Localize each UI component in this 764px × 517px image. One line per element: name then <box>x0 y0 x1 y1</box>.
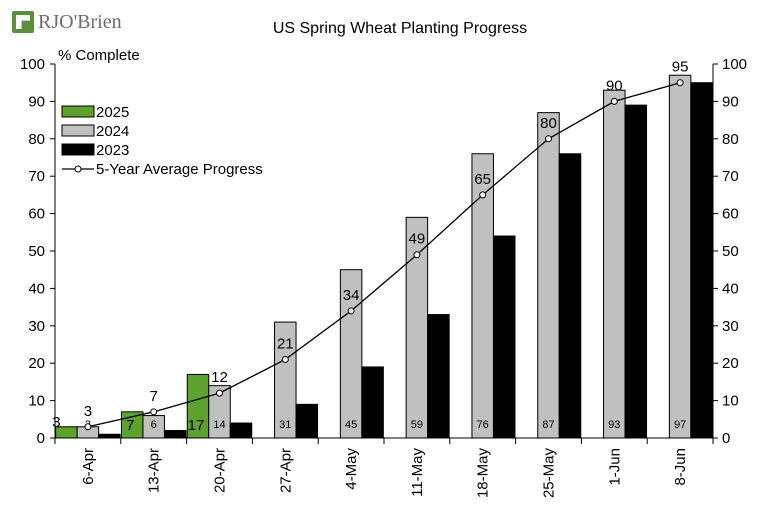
line-point-5-year-average <box>610 97 618 105</box>
x-tick-label: 1-Jun <box>606 448 623 486</box>
data-label-5-year-average: 80 <box>540 115 557 132</box>
y-axis-label: % Complete <box>58 47 140 64</box>
bar-2024 <box>537 112 560 439</box>
bar-2024 <box>339 269 363 439</box>
line-point-5-year-average <box>84 423 92 431</box>
bar-2023 <box>690 82 713 439</box>
y-tick-label-right: 100 <box>722 56 747 73</box>
line-point-5-year-average <box>545 135 552 143</box>
data-label-2024: 45 <box>345 419 357 431</box>
data-label-2024: 6 <box>151 419 157 431</box>
data-label-2024: 14 <box>213 419 225 431</box>
x-tick-label: 20-Apr <box>212 448 229 493</box>
line-point-5-year-average <box>479 191 487 199</box>
y-tick-label-right: 30 <box>722 318 739 335</box>
bar-2023 <box>361 366 384 439</box>
data-label-2025: 17 <box>188 417 205 434</box>
x-tick-label: 11-May <box>409 448 426 497</box>
x-tick-label: 18-May <box>475 448 492 499</box>
data-label-2024: 93 <box>608 419 620 431</box>
chart-title: US Spring Wheat Planting Progress <box>272 20 528 37</box>
y-tick-label-right: 50 <box>722 243 739 260</box>
bar-2024 <box>208 385 231 439</box>
line-point-5-year-average <box>150 408 158 416</box>
data-label-2025: 7 <box>126 417 134 434</box>
bar-2024 <box>142 415 165 439</box>
legend-label: 2025 <box>96 104 129 121</box>
bar-2023 <box>163 430 187 439</box>
data-label-5-year-average: 21 <box>277 335 294 352</box>
y-tick-label-left: 20 <box>28 355 45 372</box>
x-tick-label: 8-Jun <box>672 448 689 486</box>
y-tick-label-left: 50 <box>28 243 45 260</box>
y-tick-label-right: 80 <box>722 131 739 148</box>
y-tick-label-left: 0 <box>37 430 45 447</box>
bar-2024 <box>405 216 429 439</box>
legend-label: 2023 <box>96 142 129 159</box>
x-tick-label: 4-May <box>343 448 360 490</box>
data-label-5-year-average: 12 <box>211 369 228 386</box>
data-label-2024: 76 <box>477 419 489 431</box>
bar-2023 <box>624 104 648 439</box>
data-label-5-year-average: 34 <box>343 287 360 304</box>
legend-swatch-2025 <box>61 105 95 118</box>
x-tick-label: 27-Apr <box>277 448 294 493</box>
bar-2023 <box>229 422 253 439</box>
y-tick-label-right: 10 <box>722 393 739 410</box>
line-point-5-year-average <box>676 79 684 87</box>
y-tick-label-right: 0 <box>722 430 730 447</box>
bar-2024 <box>603 89 626 439</box>
y-tick-label-left: 30 <box>28 318 45 335</box>
legend-label: 5-Year Average Progress <box>96 161 263 178</box>
bar-2023 <box>295 403 319 439</box>
data-label-5-year-average: 65 <box>474 171 491 188</box>
y-tick-label-right: 70 <box>722 168 739 185</box>
legend-swatch-2024 <box>61 124 95 137</box>
data-label-2025: 3 <box>52 414 60 431</box>
x-tick-label: 6-Apr <box>80 448 97 485</box>
y-tick-label-left: 100 <box>20 56 45 73</box>
legend-marker-5-year-average <box>74 165 82 173</box>
data-label-2024: 59 <box>411 419 423 431</box>
x-tick-label: 13-Apr <box>146 448 163 493</box>
line-5-year-average <box>87 82 681 428</box>
data-label-2024: 97 <box>674 419 686 431</box>
y-tick-label-left: 10 <box>28 393 45 410</box>
company-logo: RJO'Brien <box>12 10 132 36</box>
bar-2023 <box>98 433 121 439</box>
y-tick-label-left: 70 <box>28 168 45 185</box>
data-label-5-year-average: 7 <box>150 388 158 405</box>
logo-mark-icon <box>12 11 34 33</box>
y-tick-label-left: 60 <box>28 206 45 223</box>
data-label-5-year-average: 3 <box>84 403 92 420</box>
y-tick-label-right: 20 <box>722 355 739 372</box>
bar-2023 <box>492 235 516 439</box>
y-tick-label-right: 60 <box>722 206 739 223</box>
y-tick-label-right: 90 <box>722 93 739 110</box>
y-tick-label-right: 40 <box>722 280 739 297</box>
bar-2024 <box>668 74 692 439</box>
line-point-5-year-average <box>281 355 289 363</box>
y-tick-label-left: 40 <box>28 280 45 297</box>
line-point-5-year-average <box>413 251 421 259</box>
data-label-5-year-average: 95 <box>672 59 689 76</box>
data-label-2024: 31 <box>279 419 291 431</box>
data-label-2024: 87 <box>542 419 554 431</box>
data-label-5-year-average: 49 <box>409 231 426 248</box>
y-tick-label-left: 80 <box>28 131 45 148</box>
bar-2023 <box>427 314 450 439</box>
data-label-5-year-average: 90 <box>606 77 623 94</box>
legend-swatch-2023 <box>61 143 95 156</box>
line-point-5-year-average <box>347 307 355 315</box>
legend-label: 2024 <box>96 123 129 140</box>
bar-2023 <box>558 153 582 439</box>
bar-2024 <box>274 321 297 439</box>
x-tick-label: 25-May <box>541 448 558 499</box>
y-tick-label-left: 90 <box>28 93 45 110</box>
logo-text: RJO'Brien <box>38 11 122 33</box>
line-point-5-year-average <box>216 389 223 397</box>
